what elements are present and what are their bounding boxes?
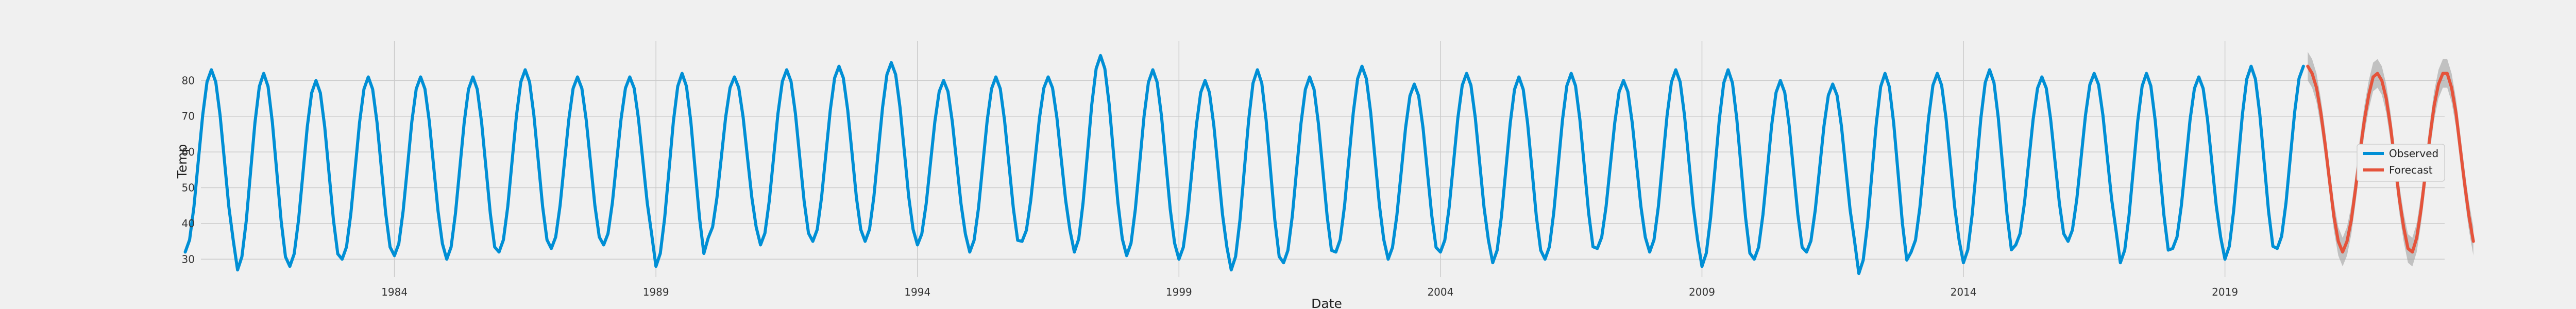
- x-tick-label: 1989: [643, 286, 669, 298]
- y-tick-label: 40: [182, 217, 195, 230]
- x-tick-label: 1994: [904, 286, 930, 298]
- x-tick-label: 2014: [1951, 286, 1977, 298]
- forecast-series-line: [2306, 64, 2475, 254]
- y-tick-label: 60: [182, 146, 195, 158]
- legend: Observed Forecast: [2357, 144, 2445, 182]
- x-tick-label: 2019: [2212, 286, 2238, 298]
- x-tick-label: 1984: [381, 286, 408, 298]
- y-tick-label: 50: [182, 182, 195, 194]
- observed-series-line: [183, 54, 2305, 276]
- y-tick-label: 80: [182, 74, 195, 87]
- series-group: [183, 54, 2475, 276]
- x-axis-title: Date: [1311, 296, 1342, 309]
- x-tick-label: 2009: [1689, 286, 1715, 298]
- x-axis-ticks: 1984 1989 1994 1999 2004 2009 2014 2019: [381, 286, 2238, 298]
- x-tick-label: 2004: [1427, 286, 1453, 298]
- x-tick-label: 1999: [1166, 286, 1192, 298]
- y-tick-label: 70: [182, 110, 195, 123]
- y-tick-label: 30: [182, 253, 195, 265]
- y-axis-ticks: 30 40 50 60 70 80: [182, 74, 195, 265]
- legend-observed-label: Observed: [2389, 147, 2438, 160]
- legend-forecast-label: Forecast: [2389, 164, 2433, 176]
- y-axis-title: Temp: [175, 144, 190, 179]
